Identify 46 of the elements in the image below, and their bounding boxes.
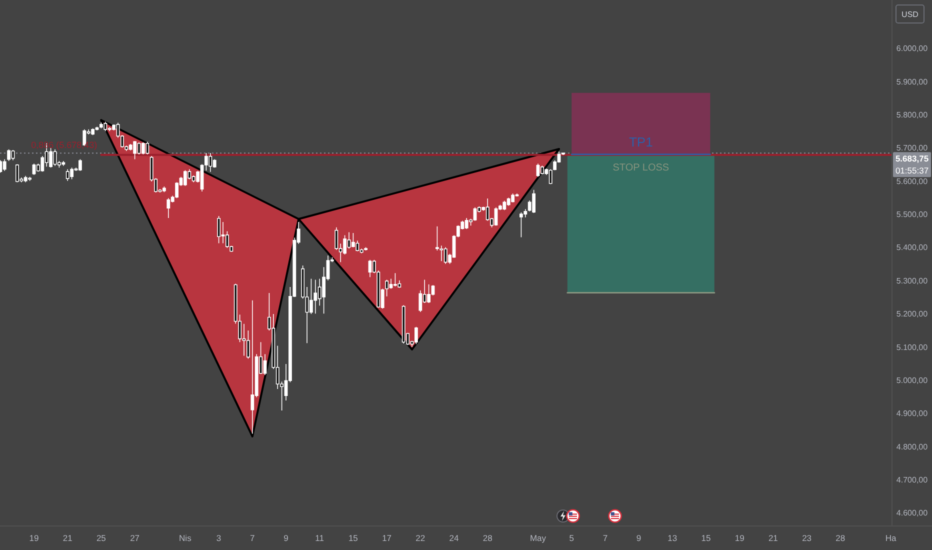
x-tick-label: 5 xyxy=(569,533,574,543)
x-tick-label: 7 xyxy=(602,533,608,543)
y-tick-label: 5.500,00 xyxy=(896,210,928,220)
x-tick-label: Nis xyxy=(179,533,192,543)
y-tick-label: 5.800,00 xyxy=(896,110,928,120)
y-tick-label: 5.400,00 xyxy=(896,243,928,252)
x-tick-label: Ha xyxy=(885,533,896,543)
y-tick-label: 5.200,00 xyxy=(896,310,928,319)
x-tick-label: 19 xyxy=(29,533,39,543)
y-tick-label: 5.700,00 xyxy=(896,144,928,153)
x-tick-label: 15 xyxy=(348,533,358,543)
series-label: 0,886 (5.678,43) xyxy=(31,140,98,150)
x-tick-label: 21 xyxy=(62,533,73,543)
series-label: TP1 xyxy=(628,134,653,150)
x-tick-label: 24 xyxy=(449,533,459,543)
y-tick-label: 5.000,00 xyxy=(896,376,928,385)
y-axis-title: USD xyxy=(902,10,919,19)
x-tick-label: 23 xyxy=(802,533,812,543)
x-tick-label: May xyxy=(530,533,547,543)
x-tick-label: 28 xyxy=(836,533,846,543)
x-tick-label: 27 xyxy=(130,533,140,543)
x-tick-label: 7 xyxy=(250,533,256,543)
y-tick-label: 6.000,00 xyxy=(896,44,928,54)
x-tick-label: 21 xyxy=(768,533,778,543)
x-tick-label: 15 xyxy=(701,533,711,543)
y-tick-label: 4.800,00 xyxy=(896,442,928,452)
y-tick-label: 5.100,00 xyxy=(896,342,928,352)
x-tick-label: 9 xyxy=(284,533,289,543)
y-tick-label: 4.700,00 xyxy=(896,476,928,485)
text: STOP LOSS xyxy=(612,162,670,174)
x-tick-label: 28 xyxy=(482,533,493,543)
y-tick-label: 5.300,00 xyxy=(896,276,928,286)
y-tick-label: 5.900,00 xyxy=(896,77,928,86)
x-tick-label: 3 xyxy=(216,533,222,543)
y-tick-label: 4.600,00 xyxy=(896,508,928,518)
x-tick-label: 11 xyxy=(315,533,324,543)
x-tick-label: 13 xyxy=(668,533,678,543)
x-tick-label: 22 xyxy=(416,533,426,543)
x-tick-label: 25 xyxy=(96,533,106,543)
text: 01:55:37 xyxy=(895,166,929,176)
ref-line-label: 5.683,75 xyxy=(895,154,929,164)
y-tick-label: 5.600,00 xyxy=(896,176,928,186)
x-tick-label: 17 xyxy=(382,533,392,543)
x-tick-label: 19 xyxy=(734,533,745,543)
y-tick-label: 4.900,00 xyxy=(896,409,928,418)
x-tick-label: 9 xyxy=(636,533,642,543)
